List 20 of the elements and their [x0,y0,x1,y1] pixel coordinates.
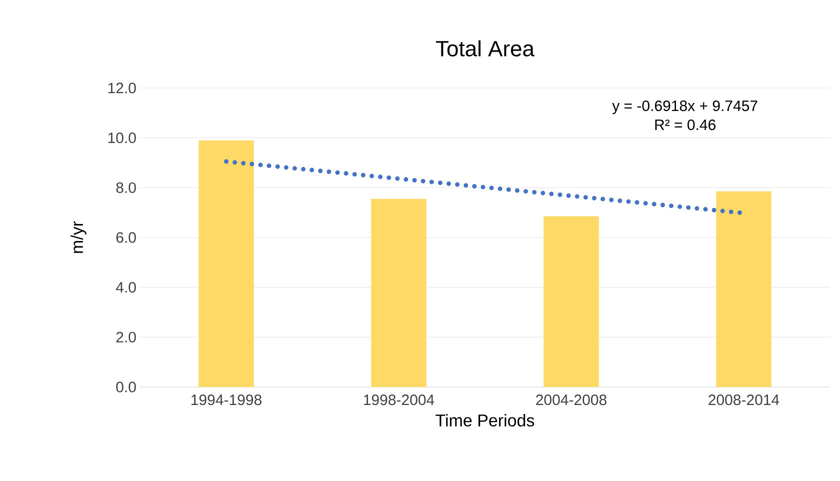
x-tick-label: 2004-2008 [536,394,606,406]
annotation: R² = 0.46 [655,119,716,130]
y-tick-label: 8.0 [116,182,136,193]
y-tick-label: 12.0 [108,82,136,94]
y-tick-label: 4.0 [116,282,136,293]
x-axis-title: Time Periods [436,414,534,426]
y-tick-label: 0.0 [116,382,136,392]
y-tick-label: 2.0 [116,332,136,342]
bar [716,191,772,387]
x-tick-label: 1994-1998 [192,394,262,406]
annotation: y = -0.6918x + 9.7457 [612,100,758,114]
x-tick-label: 2008-2014 [708,394,780,406]
bar [198,140,254,387]
chart-title: Total Area [436,40,534,56]
y-axis-title: m/yr [70,221,86,253]
x-tick-label: 1998-2004 [364,394,434,406]
bar [371,198,426,387]
y-tick-label: 10.0 [108,132,136,144]
bar [544,216,599,387]
y-tick-label: 6.0 [116,232,136,243]
